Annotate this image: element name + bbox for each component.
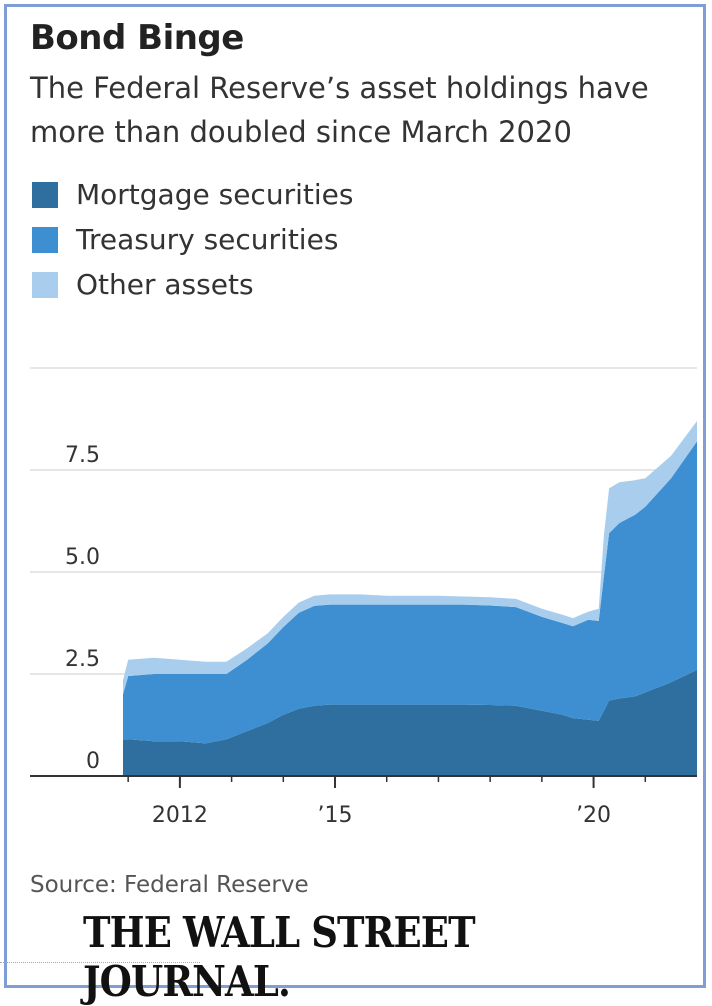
y-tick-label: 2.5 [65, 647, 100, 672]
y-tick-label: 0 [86, 749, 100, 774]
area-mortgage-securities [123, 669, 697, 776]
divider [0, 962, 200, 963]
chart-subtitle: The Federal Reserve’s asset holdings hav… [30, 71, 649, 149]
legend-label-treasury: Treasury securities [76, 223, 339, 256]
legend-item-other: Other assets [32, 262, 353, 307]
y-tick-label: 7.5 [65, 443, 100, 468]
wsj-logo: THE WALL STREET JOURNAL. [83, 908, 476, 1006]
area-treasury-securities [123, 441, 697, 744]
area-other-assets [123, 421, 697, 695]
y-tick-label: 5.0 [65, 545, 100, 570]
x-tick-label: ’15 [318, 803, 353, 828]
x-tick-label: 2012 [152, 803, 208, 828]
x-tick-label: ’20 [576, 803, 611, 828]
chart-title: Bond Binge [30, 18, 244, 58]
legend-swatch-treasury [32, 226, 58, 253]
legend-item-treasury: Treasury securities [32, 217, 353, 262]
legend-swatch-other [32, 271, 58, 298]
chart-frame [4, 4, 706, 988]
legend-swatch-mortgage [32, 181, 58, 208]
legend-label-other: Other assets [76, 268, 254, 301]
legend-label-mortgage: Mortgage securities [76, 178, 354, 211]
source-note: Source: Federal Reserve [30, 872, 309, 898]
legend: Mortgage securities Treasury securities … [32, 172, 353, 307]
legend-item-mortgage: Mortgage securities [32, 172, 353, 217]
area-chart: 7.5 5.0 2.5 0 2012 ’15 ’20 [30, 367, 697, 828]
